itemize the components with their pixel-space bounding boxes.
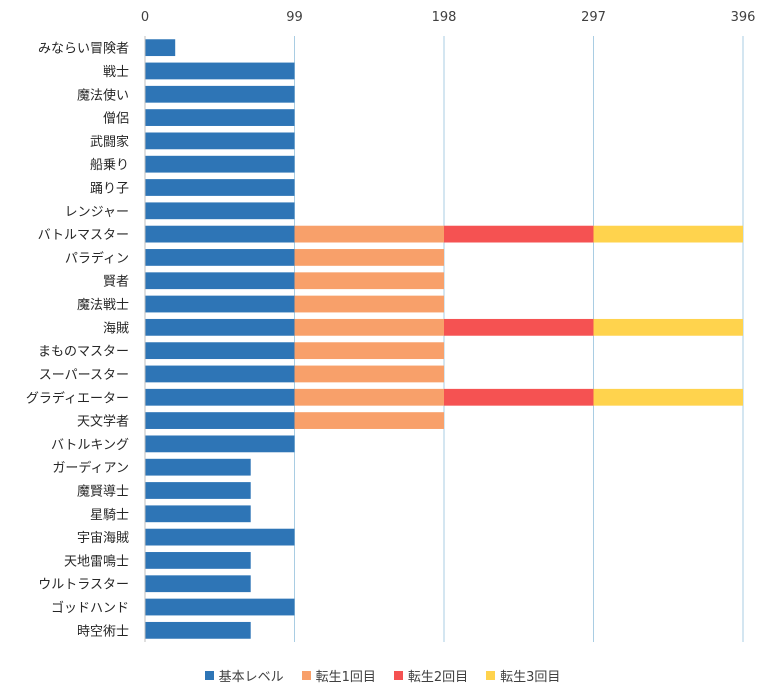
x-tick-label: 396 xyxy=(731,10,756,25)
bar-segment-2 xyxy=(294,388,444,406)
bar-segment-1 xyxy=(145,272,295,290)
legend-label: 基本レベル xyxy=(218,669,284,685)
bar-segment-3 xyxy=(444,388,594,406)
legend-item-2: 転生1回目 xyxy=(301,666,376,685)
category-label: 魔法戦士 xyxy=(77,298,129,313)
bar-segment-1 xyxy=(145,388,295,406)
bar-segment-2 xyxy=(294,249,444,266)
bar-segment-1 xyxy=(145,318,295,336)
category-label: 賢者 xyxy=(103,275,129,290)
legend-item-3: 転生2回目 xyxy=(393,666,469,685)
category-label: 魔法使い xyxy=(77,87,129,103)
bar-segment-1 xyxy=(145,505,251,523)
x-tick-label: 99 xyxy=(286,10,303,25)
legend-swatch xyxy=(486,670,496,680)
category-label: 僧侶 xyxy=(103,112,129,127)
bar-segment-2 xyxy=(294,412,444,429)
bar-segment-2 xyxy=(294,342,444,360)
legend-swatch xyxy=(301,670,311,680)
bar-segment-1 xyxy=(145,132,295,150)
bar-segment-1 xyxy=(145,295,295,313)
category-label: ウルトラスター xyxy=(38,578,129,593)
legend-label: 転生2回目 xyxy=(407,669,469,685)
bar-segment-1 xyxy=(145,342,295,360)
bar-segment-1 xyxy=(145,458,251,476)
bar-segment-1 xyxy=(145,528,295,546)
category-label: まものマスター xyxy=(38,345,129,360)
x-tick-label: 297 xyxy=(581,10,606,25)
bar-segment-2 xyxy=(294,318,444,336)
bar-segment-4 xyxy=(593,388,743,406)
category-label: パラディン xyxy=(65,250,129,266)
bar-segment-1 xyxy=(145,155,295,173)
legend-label: 転生3回目 xyxy=(500,669,561,685)
bar-segment-2 xyxy=(294,225,444,243)
category-label: レンジャー xyxy=(65,205,129,220)
bar-segment-1 xyxy=(145,365,295,383)
bar-segment-1 xyxy=(145,39,176,57)
legend-item-1: 基本レベル xyxy=(204,666,284,685)
bar-segment-3 xyxy=(444,225,594,243)
bar-segment-3 xyxy=(444,318,594,336)
bar-segment-1 xyxy=(145,575,251,593)
bar-segment-1 xyxy=(145,225,295,243)
y-axis-categories: みならい冒険者戦士魔法使い僧侶武闘家船乗り踊り子レンジャーバトルマスターパラディ… xyxy=(26,42,129,640)
bar-segment-1 xyxy=(145,598,295,616)
category-label: ゴッドハンド xyxy=(51,600,129,616)
bar-segment-1 xyxy=(145,179,295,196)
legend: 基本レベル 転生1回目 転生2回目 転生3回目 xyxy=(0,664,765,686)
bar-segment-1 xyxy=(145,249,295,266)
category-label: グラディエーター xyxy=(26,390,129,406)
legend-label: 転生1回目 xyxy=(315,669,376,685)
category-label: スーパースター xyxy=(39,368,129,383)
gridlines xyxy=(294,36,744,642)
category-label: 天地雷鳴士 xyxy=(64,554,129,569)
bar-segment-1 xyxy=(145,482,251,499)
bar-segment-2 xyxy=(294,295,444,313)
bar-segment-1 xyxy=(145,621,251,639)
category-label: 海賊 xyxy=(103,321,129,336)
bar-segment-1 xyxy=(145,435,295,453)
bar-segment-1 xyxy=(145,62,295,80)
bars xyxy=(145,39,743,639)
legend-item-4: 転生3回目 xyxy=(486,666,560,685)
category-label: みならい冒険者 xyxy=(38,42,129,57)
category-label: 宇宙海賊 xyxy=(77,531,129,546)
category-label: バトルキング xyxy=(51,438,129,453)
category-label: 船乗り xyxy=(90,158,129,173)
bar-segment-1 xyxy=(145,552,251,569)
category-label: 踊り子 xyxy=(90,182,129,197)
bar-segment-1 xyxy=(145,202,295,220)
bar-segment-2 xyxy=(294,365,444,383)
legend-swatch xyxy=(393,670,403,680)
bar-segment-2 xyxy=(294,272,444,290)
category-label: 武闘家 xyxy=(90,134,129,150)
x-tick-label: 198 xyxy=(432,10,457,25)
bar-segment-1 xyxy=(145,412,295,429)
category-label: 時空術士 xyxy=(77,624,129,639)
x-tick-label: 0 xyxy=(141,10,149,25)
category-label: ガーディアン xyxy=(52,460,129,476)
bar-segment-4 xyxy=(593,225,743,243)
category-label: 星騎士 xyxy=(90,508,129,523)
category-label: 魔賢導士 xyxy=(77,485,129,500)
category-label: 戦士 xyxy=(103,65,129,80)
x-axis-ticks: 0 99 198 297 396 xyxy=(141,10,756,25)
legend-swatch xyxy=(204,670,214,680)
bar-segment-4 xyxy=(593,318,743,336)
category-label: バトルマスター xyxy=(38,228,129,243)
bar-segment-1 xyxy=(145,109,295,126)
bar-segment-1 xyxy=(145,85,295,103)
category-label: 天文学者 xyxy=(77,414,129,430)
